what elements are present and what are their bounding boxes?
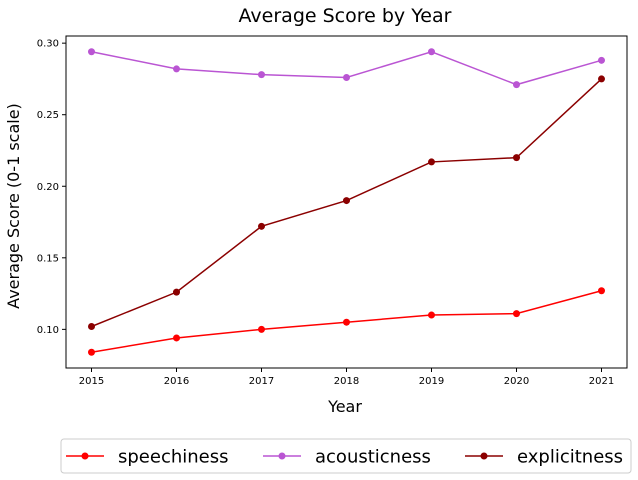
chart-title: Average Score by Year [239,5,452,27]
x-tick-label: 2016 [164,376,189,387]
legend: speechiness acousticness explicitness [60,438,632,474]
x-tick-label: 2020 [504,376,529,387]
explicitness-point [88,323,95,330]
plot-area: 0.10 0.15 0.20 0.25 0.30 2015 2016 2017 2018 2019… [37,35,628,387]
acousticness-point [173,65,180,73]
y-tick-label: 0.15 [37,253,59,264]
legend-marker-acousticness [278,452,286,460]
speechiness-point [428,311,435,319]
legend-marker-explicitness [480,452,488,460]
y-tick-label: 0.10 [37,325,59,336]
explicitness-point [428,158,435,166]
legend-label-acousticness: acousticness [315,447,431,468]
acousticness-point [88,48,95,56]
legend-label-explicitness: explicitness [517,447,623,468]
y-tick-label: 0.30 [37,39,59,50]
y-tick-label: 0.20 [37,182,59,193]
explicitness-point [258,222,265,230]
y-axis-label: Average Score (0-1 scale) [4,103,23,309]
acousticness-point [258,71,265,79]
acousticness-point [513,81,520,89]
legend-box [60,438,632,474]
explicitness-point [598,75,605,83]
series-explicitness [88,75,605,330]
x-tick-label: 2021 [589,376,614,387]
acousticness-point [343,74,350,81]
explicitness-point [173,288,180,296]
x-axis-label: Year [327,397,362,416]
series-speechiness [88,287,605,356]
x-tick-label: 2018 [334,376,359,387]
legend-label-speechiness: speechiness [118,447,229,468]
y-tick-label: 0.25 [37,110,59,121]
speechiness-point [343,318,350,326]
speechiness-point [88,348,95,356]
x-tick-label: 2019 [419,376,444,387]
speechiness-point [173,334,180,342]
legend-marker-speechiness [81,452,89,460]
acousticness-point [428,48,435,56]
x-tick-label: 2015 [79,376,104,387]
speechiness-point [598,287,605,295]
explicitness-point [513,154,520,162]
speechiness-point [258,325,265,333]
x-tick-label: 2017 [249,376,274,387]
acousticness-point [598,56,605,64]
explicitness-point [343,197,350,205]
series-acousticness [88,48,605,89]
speechiness-point [513,310,520,318]
